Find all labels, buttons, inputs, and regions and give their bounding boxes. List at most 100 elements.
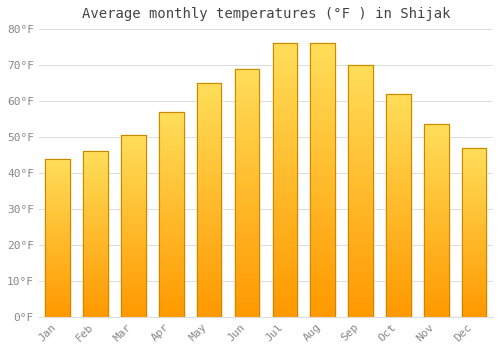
Bar (234, 78, 260, 84)
Bar (424, 236, 448, 240)
Bar (197, 242, 222, 247)
Bar (348, 261, 373, 266)
Bar (84, 168, 108, 171)
Bar (121, 172, 146, 175)
Bar (234, 287, 260, 292)
Bar (462, 313, 486, 317)
Bar (462, 239, 486, 243)
Bar (348, 312, 373, 317)
Bar (462, 296, 486, 300)
Bar (159, 194, 184, 198)
Bar (462, 276, 486, 280)
Bar (272, 208, 297, 213)
Bar (84, 287, 108, 290)
Bar (272, 251, 297, 257)
Bar (197, 148, 222, 153)
Bar (46, 206, 70, 209)
Bar (197, 265, 222, 270)
Bar (386, 125, 410, 130)
Bar (46, 177, 70, 181)
Bar (46, 260, 70, 263)
Bar (386, 241, 410, 245)
Bar (348, 146, 373, 150)
Bar (84, 274, 108, 277)
Bar (46, 310, 70, 314)
Bar (121, 288, 146, 291)
Bar (348, 196, 373, 201)
Bar (84, 294, 108, 297)
Bar (424, 278, 448, 282)
Bar (234, 93, 260, 98)
Bar (159, 161, 184, 165)
Bar (46, 181, 70, 184)
Bar (310, 284, 335, 289)
Bar (197, 111, 222, 116)
Bar (121, 175, 146, 179)
Bar (462, 253, 486, 256)
Bar (159, 284, 184, 288)
Bar (310, 43, 335, 49)
Bar (310, 65, 335, 71)
Bar (234, 242, 260, 247)
Bar (197, 251, 222, 256)
Bar (159, 214, 184, 218)
Bar (424, 163, 448, 167)
Bar (462, 303, 486, 307)
Bar (84, 314, 108, 317)
Bar (348, 161, 373, 166)
Bar (348, 95, 373, 100)
Bar (84, 218, 108, 221)
Bar (348, 221, 373, 226)
Bar (272, 235, 297, 240)
Bar (310, 109, 335, 114)
Bar (159, 268, 184, 272)
Bar (462, 270, 486, 273)
Bar (121, 168, 146, 172)
Bar (424, 201, 448, 205)
Bar (46, 270, 70, 273)
Bar (197, 228, 222, 233)
Bar (234, 312, 260, 317)
Bar (197, 153, 222, 158)
Bar (424, 186, 448, 190)
Bar (234, 252, 260, 257)
Bar (159, 264, 184, 268)
Bar (46, 184, 70, 187)
Bar (46, 216, 70, 219)
Bar (462, 209, 486, 212)
Bar (159, 223, 184, 226)
Bar (84, 214, 108, 218)
Bar (46, 276, 70, 279)
Bar (121, 201, 146, 204)
Bar (462, 154, 486, 158)
Bar (272, 262, 297, 268)
Bar (386, 178, 410, 183)
Bar (462, 161, 486, 164)
Bar (386, 120, 410, 125)
Bar (272, 142, 297, 147)
Bar (234, 69, 260, 74)
Bar (424, 136, 448, 140)
Bar (121, 193, 146, 197)
Bar (386, 183, 410, 188)
Bar (424, 190, 448, 194)
Bar (234, 84, 260, 89)
Bar (159, 186, 184, 190)
Bar (310, 235, 335, 240)
Bar (121, 273, 146, 277)
Bar (121, 157, 146, 161)
Bar (424, 247, 448, 251)
Bar (272, 109, 297, 114)
Bar (424, 290, 448, 294)
Bar (121, 186, 146, 190)
Bar (348, 125, 373, 131)
Bar (348, 70, 373, 75)
Bar (46, 234, 70, 238)
Bar (348, 257, 373, 261)
Bar (310, 49, 335, 54)
Bar (46, 231, 70, 235)
Bar (197, 190, 222, 195)
Bar (348, 302, 373, 307)
Bar (46, 159, 70, 162)
Bar (234, 163, 260, 168)
